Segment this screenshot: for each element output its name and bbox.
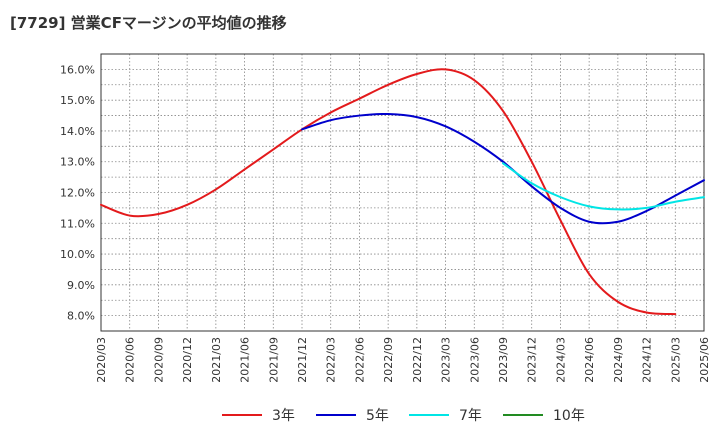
line-chart: 8.0% 9.0% 10.0% 11.0% 12.0% 13.0% 14.0% 15.0% 16… <box>60 53 711 383</box>
x-tick-label: 2024/09 <box>612 337 625 383</box>
legend-item-3: 7年 <box>409 403 482 427</box>
legend-swatch <box>503 414 543 416</box>
legend-label: 3年 <box>272 408 295 424</box>
y-tick-label: 10.0% <box>60 248 95 261</box>
y-tick-label: 16.0% <box>60 63 95 76</box>
x-tick-label: 2023/06 <box>468 337 481 383</box>
y-tick-label: 11.0% <box>60 217 95 230</box>
x-tick-label: 2025/03 <box>669 337 682 383</box>
legend-item-2: 5年 <box>316 403 389 427</box>
y-tick-label: 14.0% <box>60 125 95 138</box>
x-tick-label: 2021/06 <box>239 337 252 383</box>
x-tick-label: 2024/03 <box>554 337 567 383</box>
legend-label: 10年 <box>553 408 585 424</box>
x-tick-label: 2020/12 <box>181 337 194 383</box>
x-tick-label: 2024/12 <box>641 337 654 383</box>
x-tick-label: 2022/12 <box>411 337 424 383</box>
x-tick-label: 2020/03 <box>95 337 108 383</box>
x-tick-label: 2025/06 <box>698 337 711 383</box>
legend-item-1: 3年 <box>222 403 295 427</box>
x-tick-label: 2020/09 <box>152 337 165 383</box>
x-tick-label: 2023/03 <box>440 337 453 383</box>
y-tick-label: 12.0% <box>60 187 95 200</box>
y-tick-label: 9.0% <box>67 279 95 292</box>
plot-frame <box>100 53 705 332</box>
chart-title: [7729] 営業CFマージンの平均値の推移 <box>10 14 287 32</box>
x-tick-label: 2022/06 <box>353 337 366 383</box>
legend-label: 5年 <box>366 408 389 424</box>
legend-swatch <box>316 414 356 416</box>
x-tick-label: 2022/09 <box>382 337 395 383</box>
x-tick-label: 2021/03 <box>210 337 223 383</box>
x-tick-label: 2021/12 <box>296 337 309 383</box>
x-tick-label: 2020/06 <box>124 337 137 383</box>
x-tick-label: 2021/09 <box>267 337 280 383</box>
legend-label: 7年 <box>459 408 482 424</box>
y-tick-label: 13.0% <box>60 156 95 169</box>
legend-swatch <box>222 414 262 416</box>
x-tick-label: 2024/06 <box>583 337 596 383</box>
y-tick-label: 15.0% <box>60 94 95 107</box>
x-tick-label: 2023/09 <box>497 337 510 383</box>
series-line-3 <box>502 162 705 211</box>
y-tick-label: 8.0% <box>67 310 95 323</box>
series-line-2 <box>301 112 705 225</box>
x-tick-label: 2023/12 <box>526 337 539 383</box>
series-line-1 <box>100 68 677 316</box>
legend-swatch <box>409 414 449 416</box>
legend-item-4: 10年 <box>503 403 585 427</box>
x-tick-label: 2022/03 <box>325 337 338 383</box>
chart-legend: 3年 5年 7年 10年 <box>0 403 720 427</box>
